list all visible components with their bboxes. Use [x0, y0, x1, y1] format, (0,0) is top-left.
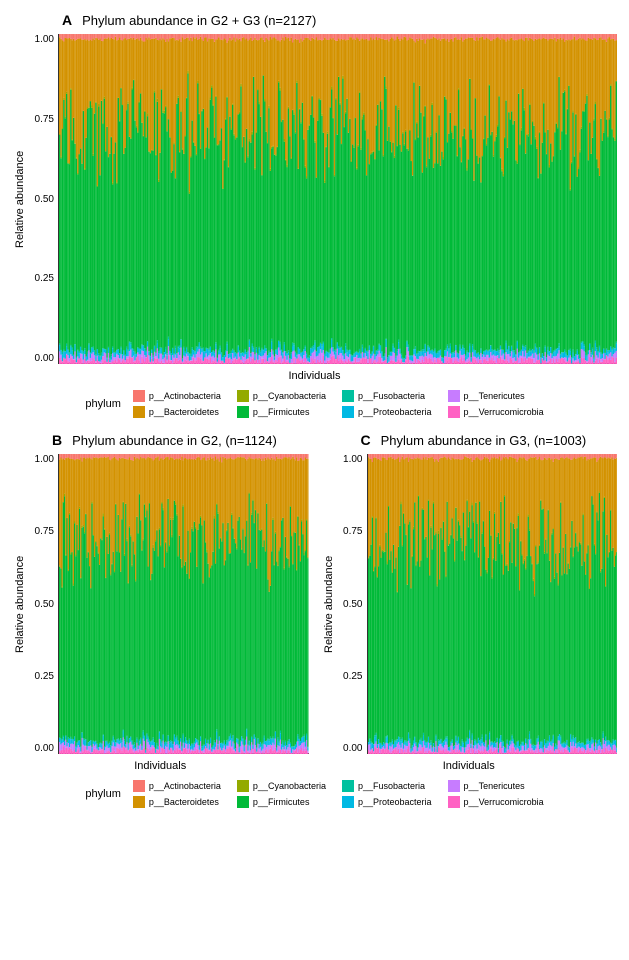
panel-c-plot	[367, 454, 618, 754]
legend-item: p__Tenericutes	[448, 780, 544, 792]
legend-label: p__Fusobacteria	[358, 391, 425, 401]
legend-swatch	[133, 406, 145, 418]
legend-item: p__Actinobacteria	[133, 780, 221, 792]
legend-swatch	[342, 780, 354, 792]
legend-label: p__Verrucomicrobia	[464, 407, 544, 417]
legend-label: p__Tenericutes	[464, 781, 525, 791]
legend-label: p__Actinobacteria	[149, 391, 221, 401]
legend-item: p__Verrucomicrobia	[448, 796, 544, 808]
legend-item: p__Proteobacteria	[342, 406, 432, 418]
legend-label: p__Firmicutes	[253, 797, 310, 807]
panel-b-plot	[58, 454, 309, 754]
legend-item: p__Firmicutes	[237, 796, 326, 808]
legend-swatch	[448, 390, 460, 402]
panel-b-header: B Phylum abundance in G2, (n=1124)	[52, 432, 309, 448]
ytick: 1.00	[28, 34, 54, 45]
ytick: 0.00	[337, 743, 363, 754]
legend-swatch	[342, 796, 354, 808]
panel-a-title: Phylum abundance in G2 + G3 (n=2127)	[82, 13, 316, 28]
panel-c-yaxis: 1.00 0.75 0.50 0.25 0.00	[337, 454, 367, 754]
legend-swatch	[448, 780, 460, 792]
legend-item: p__Actinobacteria	[133, 390, 221, 402]
panel-a-header: A Phylum abundance in G2 + G3 (n=2127)	[62, 12, 617, 28]
legend-label: p__Cyanobacteria	[253, 781, 326, 791]
legend-swatch	[133, 390, 145, 402]
legend-item: p__Cyanobacteria	[237, 390, 326, 402]
legend-label: p__Firmicutes	[253, 407, 310, 417]
panel-b-chart: Relative abundance 1.00 0.75 0.50 0.25 0.00	[12, 454, 309, 754]
panel-b-label: B	[52, 432, 62, 448]
panel-a-label: A	[62, 12, 72, 28]
legend-title-top: phylum	[85, 398, 120, 410]
panel-b-yaxis: 1.00 0.75 0.50 0.25 0.00	[28, 454, 58, 754]
legend-top: phylum p__Actinobacteria p__Cyanobacteria…	[12, 390, 617, 418]
legend-swatch	[342, 390, 354, 402]
legend-grid-bottom: p__Actinobacteria p__Cyanobacteria p__Fuso…	[133, 780, 544, 808]
ytick: 0.25	[28, 273, 54, 284]
legend-bottom: phylum p__Actinobacteria p__Cyanobacteria…	[12, 780, 617, 808]
legend-item: p__Fusobacteria	[342, 390, 432, 402]
legend-label: p__Verrucomicrobia	[464, 797, 544, 807]
legend-title-bottom: phylum	[85, 788, 120, 800]
legend-item: p__Fusobacteria	[342, 780, 432, 792]
panel-c-chart: Relative abundance 1.00 0.75 0.50 0.25 0.00	[321, 454, 618, 754]
legend-swatch	[448, 406, 460, 418]
ytick: 1.00	[28, 454, 54, 465]
legend-label: p__Actinobacteria	[149, 781, 221, 791]
panel-a-xlabel: Individuals	[12, 370, 617, 382]
legend-swatch	[133, 780, 145, 792]
legend-label: p__Bacteroidetes	[149, 407, 219, 417]
ytick: 0.50	[337, 599, 363, 610]
panel-b-title: Phylum abundance in G2, (n=1124)	[72, 433, 277, 448]
panel-a-chart: Relative abundance 1.00 0.75 0.50 0.25 0.00	[12, 34, 617, 364]
panel-c-title: Phylum abundance in G3, (n=1003)	[381, 433, 587, 448]
legend-label: p__Cyanobacteria	[253, 391, 326, 401]
legend-label: p__Tenericutes	[464, 391, 525, 401]
panel-c-xlabel: Individuals	[321, 760, 618, 772]
ytick: 0.25	[28, 671, 54, 682]
legend-item: p__Cyanobacteria	[237, 780, 326, 792]
panel-b-xlabel: Individuals	[12, 760, 309, 772]
legend-item: p__Firmicutes	[237, 406, 326, 418]
panel-b-ylabel: Relative abundance	[12, 454, 28, 754]
ytick: 0.75	[28, 526, 54, 537]
panel-a-ylabel: Relative abundance	[12, 34, 28, 364]
ytick: 0.50	[28, 599, 54, 610]
panel-c-header: C Phylum abundance in G3, (n=1003)	[361, 432, 618, 448]
ytick: 0.00	[28, 353, 54, 364]
legend-label: p__Bacteroidetes	[149, 797, 219, 807]
legend-grid-top: p__Actinobacteria p__Cyanobacteria p__Fuso…	[133, 390, 544, 418]
panel-a-yaxis: 1.00 0.75 0.50 0.25 0.00	[28, 34, 58, 364]
legend-swatch	[237, 796, 249, 808]
ytick: 0.75	[28, 114, 54, 125]
legend-label: p__Proteobacteria	[358, 797, 432, 807]
legend-swatch	[237, 406, 249, 418]
legend-item: p__Bacteroidetes	[133, 796, 221, 808]
legend-swatch	[448, 796, 460, 808]
legend-swatch	[237, 780, 249, 792]
ytick: 0.50	[28, 194, 54, 205]
legend-item: p__Bacteroidetes	[133, 406, 221, 418]
panel-a-plot	[58, 34, 617, 364]
ytick: 0.25	[337, 671, 363, 682]
legend-item: p__Verrucomicrobia	[448, 406, 544, 418]
panel-c-ylabel: Relative abundance	[321, 454, 337, 754]
legend-item: p__Tenericutes	[448, 390, 544, 402]
legend-swatch	[342, 406, 354, 418]
ytick: 0.00	[28, 743, 54, 754]
legend-item: p__Proteobacteria	[342, 796, 432, 808]
legend-swatch	[133, 796, 145, 808]
legend-label: p__Proteobacteria	[358, 407, 432, 417]
legend-label: p__Fusobacteria	[358, 781, 425, 791]
legend-swatch	[237, 390, 249, 402]
ytick: 0.75	[337, 526, 363, 537]
panel-c-label: C	[361, 432, 371, 448]
ytick: 1.00	[337, 454, 363, 465]
